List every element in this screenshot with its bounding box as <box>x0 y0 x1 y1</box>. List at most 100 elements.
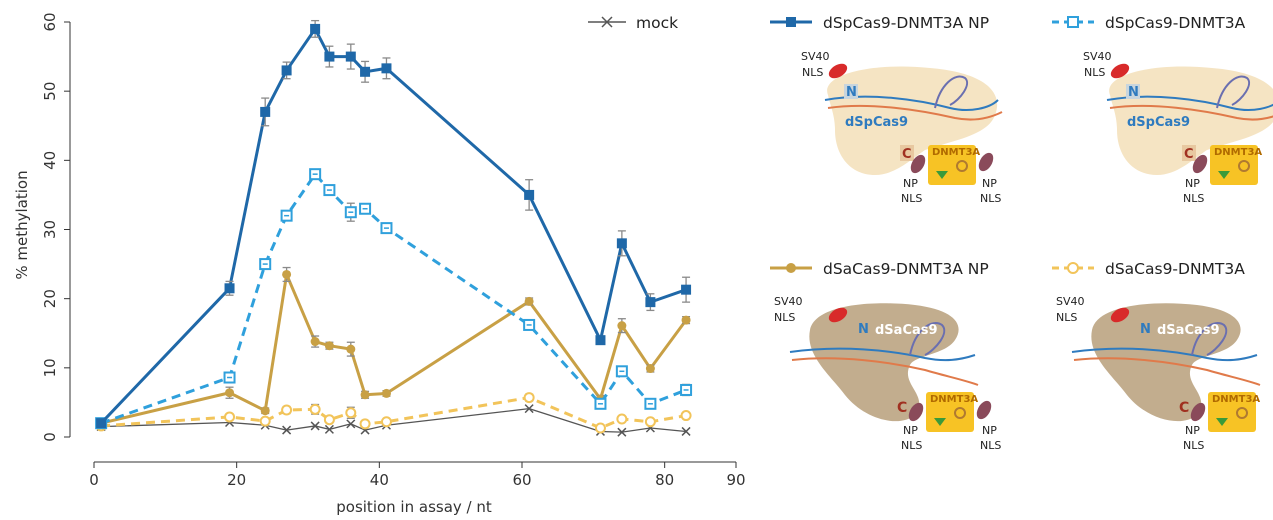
data-point <box>260 106 271 117</box>
dspcas9-label: dSpCas9 <box>1127 115 1190 130</box>
series-line-sp-np <box>100 27 687 425</box>
nls-label-1: NLS <box>901 192 922 205</box>
dnmt3a-arrow-icon <box>1218 171 1230 179</box>
data-point <box>645 297 656 308</box>
data-point <box>359 418 371 430</box>
dspcas9-shape <box>827 66 998 175</box>
np-nls-ellipse <box>1190 402 1206 422</box>
sv40-label: SV40 <box>1056 295 1085 308</box>
dnmt3a-site <box>954 407 966 419</box>
dnmt3a-label: DNMT3A <box>932 147 980 158</box>
np-nls-ellipse-2 <box>976 400 992 420</box>
dnmt3a-arrow-icon <box>934 418 946 426</box>
y-tick-label: 40 <box>41 151 59 170</box>
dnmt3a-label: DNMT3A <box>1212 394 1260 405</box>
sv40-nls-ellipse <box>828 307 848 323</box>
data-point <box>381 63 392 74</box>
x-tick-label: 60 <box>512 471 531 489</box>
sv40-label: SV40 <box>801 50 830 63</box>
legend-sa-np-marker <box>786 263 796 273</box>
sv40-nls-label: NLS <box>802 66 823 79</box>
x-tick-label: 20 <box>227 471 246 489</box>
n-terminal-label: N <box>858 322 869 337</box>
data-point <box>324 341 334 351</box>
data-point <box>617 427 627 437</box>
sv40-label: SV40 <box>1083 50 1112 63</box>
data-point <box>617 321 627 331</box>
dna-strand-orange <box>1073 357 1261 386</box>
dspcas9-shape <box>1109 66 1273 175</box>
chart-series <box>95 19 693 437</box>
data-point <box>281 65 292 76</box>
data-point <box>281 404 293 416</box>
legend-mock-label: mock <box>636 14 678 32</box>
sv40-nls-label: NLS <box>1056 311 1077 324</box>
np-label-1: NP <box>903 424 918 437</box>
data-point <box>616 238 627 249</box>
np-nls-ellipse <box>1192 154 1208 174</box>
data-point <box>346 344 356 354</box>
data-point <box>346 419 356 429</box>
data-point <box>310 337 320 347</box>
dnmt3a-site <box>1236 407 1248 419</box>
data-point <box>345 407 357 419</box>
guide-rna <box>1216 75 1251 109</box>
dsacas9-label: dSaCas9 <box>1157 323 1220 338</box>
data-point <box>309 403 321 415</box>
y-axis-label: % methylation <box>13 170 31 279</box>
y-tick-label: 50 <box>41 82 59 101</box>
legend-sa-label: dSaCas9-DNMT3A <box>1105 260 1245 278</box>
c-terminal-label: C <box>1179 400 1189 416</box>
y-tick-label: 60 <box>41 12 59 31</box>
data-point <box>644 416 656 428</box>
series-line-sa-np <box>100 272 688 425</box>
legend-sp-np-marker <box>786 17 796 27</box>
legend-mock: mock <box>588 14 678 32</box>
dnmt3a-site <box>956 160 968 172</box>
guide-rna <box>909 322 946 356</box>
legend-sp: dSpCas9-DNMT3A <box>1052 14 1246 32</box>
data-point <box>524 189 535 200</box>
sv40-nls-ellipse <box>1110 63 1130 79</box>
data-point <box>681 315 691 325</box>
sv40-nls-label: NLS <box>774 311 795 324</box>
data-point <box>680 410 692 422</box>
series-sp <box>95 168 693 430</box>
data-point <box>324 424 334 434</box>
data-point <box>381 388 391 398</box>
methylation-chart: 0 10 20 30 40 50 60 0 20 40 60 80 90 position in ass… <box>13 12 746 516</box>
n-terminal-label: N <box>846 85 857 100</box>
legend-sp-marker <box>1067 16 1079 28</box>
chart-axes: 0 10 20 30 40 50 60 0 20 40 60 80 90 <box>41 12 746 489</box>
data-point <box>524 296 534 306</box>
dnmt3a-site <box>1238 160 1250 172</box>
dna-strand-orange <box>827 104 1003 121</box>
data-point <box>345 51 356 62</box>
np-label-1: NP <box>903 177 918 190</box>
dspcas9-label: dSpCas9 <box>845 115 908 130</box>
nls-label-2: NLS <box>980 192 1001 205</box>
legend-sa-marker <box>1067 262 1079 274</box>
legend-sa: dSaCas9-DNMT3A <box>1052 260 1245 278</box>
data-point <box>645 364 655 374</box>
dnmt3a-label: DNMT3A <box>1214 147 1262 158</box>
legend-sp-np-label: dSpCas9-DNMT3A NP <box>823 14 989 32</box>
legend-sp-np: dSpCas9-DNMT3A NP <box>770 14 989 32</box>
np-label: NP <box>1185 177 1200 190</box>
data-point <box>523 392 535 404</box>
np-nls-ellipse-2 <box>978 152 994 172</box>
guide-rna <box>1191 322 1228 356</box>
data-point <box>259 415 271 427</box>
schematic-sa: SV40 NLS N dSaCas9 C DNMT3A NP NLS <box>1056 295 1260 452</box>
data-point <box>224 283 235 294</box>
series-sp-np <box>96 19 692 429</box>
y-tick-label: 30 <box>41 220 59 239</box>
c-terminal-box <box>1182 145 1196 161</box>
dna-strand-blue <box>1071 347 1258 362</box>
nls-label: NLS <box>1183 192 1204 205</box>
data-point <box>324 51 335 62</box>
legend-sp-label: dSpCas9-DNMT3A <box>1105 14 1246 32</box>
np-nls-ellipse-1 <box>908 402 924 422</box>
data-point <box>282 269 292 279</box>
